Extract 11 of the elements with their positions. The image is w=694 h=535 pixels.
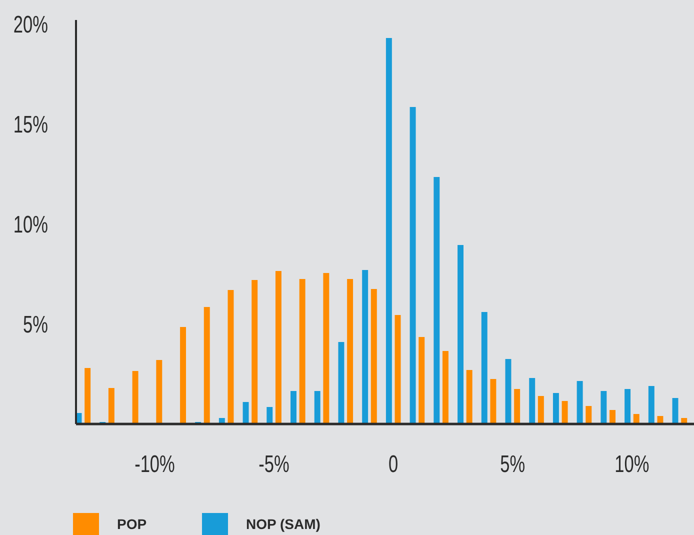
x-tick-label: -5% [258,451,290,478]
x-tick-label: 10% [614,451,650,478]
y-tick-label: 20% [13,12,48,38]
legend-label: NOP (SAM) [246,516,320,532]
y-tick-label: 15% [13,112,48,138]
x-tick-label: 5% [500,451,526,478]
x-tick-label: -10% [134,451,175,478]
y-tick-label: 10% [13,212,48,238]
x-tick-label: 0 [388,451,398,478]
y-tick-label: 5% [23,312,48,338]
legend-label: POP [117,516,147,532]
